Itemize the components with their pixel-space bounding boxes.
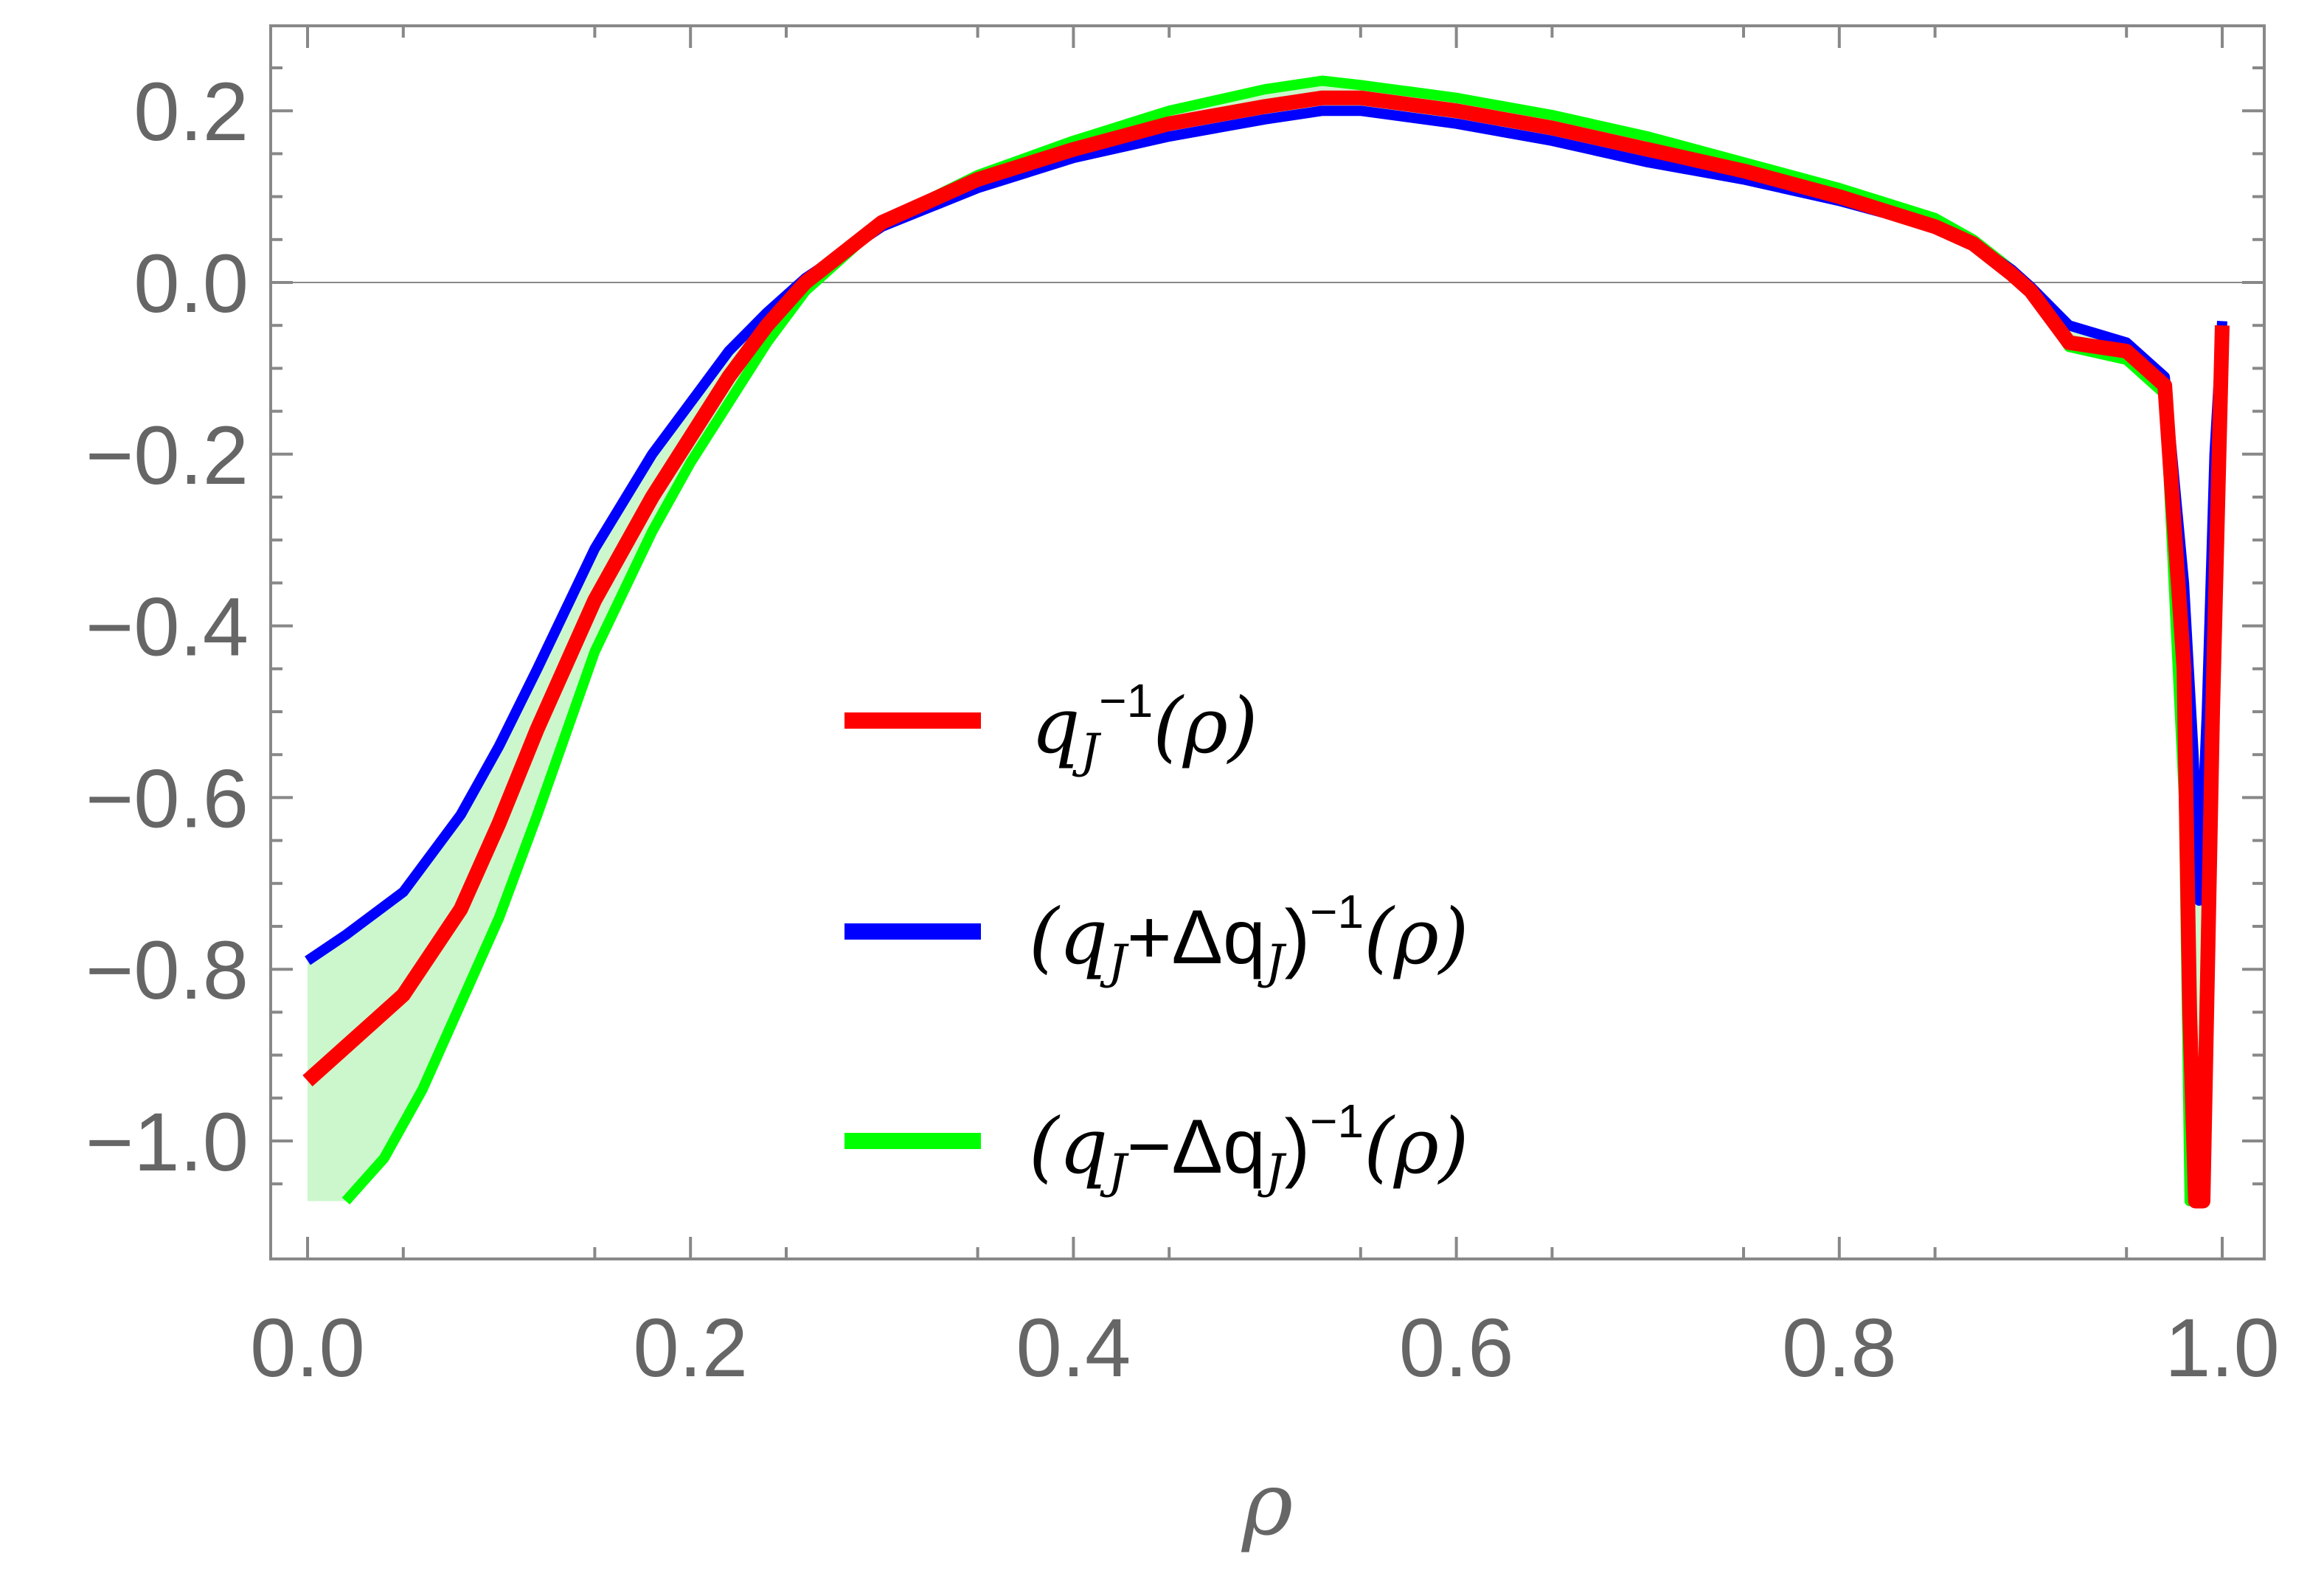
legend-label-lower: (qJ−ΔqJ)−1(ρ) bbox=[1029, 1094, 1468, 1199]
y-tick-label: −0.6 bbox=[86, 752, 249, 844]
axis-ticks bbox=[271, 26, 2264, 1259]
y-tick-label: −0.4 bbox=[86, 581, 249, 673]
y-tick-label: 0.0 bbox=[133, 237, 249, 330]
legend: qJ−1(ρ) (qJ+ΔqJ)−1(ρ) (qJ−ΔqJ)−1(ρ) bbox=[844, 674, 1468, 1199]
legend-sup: −1 bbox=[1310, 885, 1364, 938]
axis-tick-labels: 0.0 0.2 0.4 0.6 0.8 1.0 0.2 0.0 −0.2 −0.4 −0.6 −0.8… bbox=[86, 66, 2280, 1394]
y-tick-label: −1.0 bbox=[86, 1096, 249, 1188]
legend-label-upper: (qJ+ΔqJ)−1(ρ) bbox=[1029, 885, 1468, 990]
series-line-nominal bbox=[302, 90, 2230, 1209]
legend-sup: −1 bbox=[1310, 1094, 1364, 1148]
legend-mid: +Δq bbox=[1127, 895, 1266, 980]
legend-entry-upper: (qJ+ΔqJ)−1(ρ) bbox=[844, 885, 1468, 990]
series-lines bbox=[302, 75, 2230, 1209]
series-line-upper bbox=[305, 105, 2227, 965]
legend-main: q bbox=[1031, 681, 1081, 771]
x-axis-title: ρ bbox=[1241, 1453, 1293, 1555]
legend-main: (q bbox=[1029, 892, 1108, 982]
legend-tail: (ρ) bbox=[1153, 681, 1258, 771]
legend-close: ) bbox=[1285, 1104, 1311, 1190]
legend-main: (q bbox=[1029, 1101, 1108, 1191]
legend-tail: (ρ) bbox=[1364, 1101, 1468, 1191]
legend-label-nominal: qJ−1(ρ) bbox=[1031, 674, 1258, 779]
legend-entry-nominal: qJ−1(ρ) bbox=[844, 674, 1258, 779]
y-tick-label: 0.2 bbox=[133, 66, 249, 158]
series-line-lower bbox=[341, 75, 2227, 1207]
x-tick-label: 1.0 bbox=[2165, 1302, 2280, 1394]
x-tick-label: 0.0 bbox=[250, 1302, 365, 1394]
x-tick-label: 0.6 bbox=[1399, 1302, 1514, 1394]
x-tick-label: 0.4 bbox=[1016, 1302, 1131, 1394]
y-tick-label: −0.2 bbox=[86, 409, 249, 502]
legend-entry-lower: (qJ−ΔqJ)−1(ρ) bbox=[844, 1094, 1468, 1199]
y-tick-label: −0.8 bbox=[86, 924, 249, 1016]
x-tick-label: 0.2 bbox=[633, 1302, 748, 1394]
plot-frame bbox=[269, 24, 2266, 1260]
legend-close: ) bbox=[1285, 895, 1311, 980]
legend-tail: (ρ) bbox=[1364, 892, 1468, 982]
x-tick-label: 0.8 bbox=[1782, 1302, 1897, 1394]
legend-mid: −Δq bbox=[1127, 1104, 1266, 1190]
legend-sup: −1 bbox=[1099, 674, 1153, 727]
